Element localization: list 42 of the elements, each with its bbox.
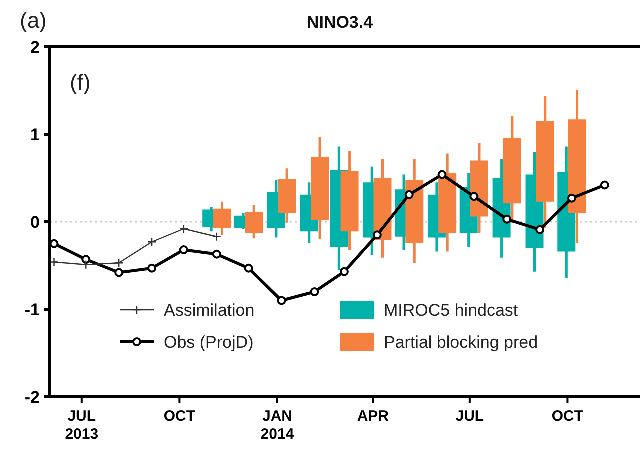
legend-label: Obs (ProjD) <box>164 332 254 352</box>
x-tick-label: JUL 2013 <box>65 408 99 443</box>
point <box>148 264 157 273</box>
candlestick <box>245 204 264 240</box>
point <box>114 258 124 268</box>
candlestick <box>213 200 232 236</box>
point <box>147 238 157 247</box>
legend-label: MIROC5 hindcast <box>384 300 518 320</box>
y-tick-label: -1 <box>24 300 40 320</box>
x-tick-label: OCT <box>552 408 584 425</box>
point <box>470 192 479 202</box>
point <box>244 264 254 273</box>
annotation: (f) <box>70 70 91 95</box>
y-tick-label: -2 <box>24 388 40 407</box>
y-tick-label: 0 <box>30 212 40 232</box>
point <box>114 268 124 278</box>
y-tick-label: 1 <box>30 125 40 144</box>
point <box>600 180 610 190</box>
point <box>372 230 382 240</box>
legend-label: Partial blocking pred <box>384 332 538 352</box>
point <box>310 288 320 296</box>
point <box>82 255 91 264</box>
point <box>212 250 222 259</box>
point <box>212 232 222 242</box>
x-tick-label: OCT <box>164 408 196 425</box>
point <box>179 224 189 234</box>
chart-title: NINO3.4 <box>306 13 374 32</box>
point <box>404 190 414 200</box>
text: (a) <box>20 8 47 33</box>
legend-label: Assimilation <box>164 300 255 320</box>
point <box>277 296 286 306</box>
point <box>536 225 545 234</box>
point <box>340 267 349 276</box>
x-tick-label: JAN 2014 <box>260 408 295 443</box>
point <box>502 214 512 224</box>
point <box>567 194 576 203</box>
x-tick-label: JUL <box>456 408 484 425</box>
x-tick-label: APR <box>357 408 390 425</box>
point <box>438 170 447 180</box>
point <box>82 260 91 270</box>
y-tick-label: 2 <box>30 38 40 57</box>
point <box>179 246 188 254</box>
